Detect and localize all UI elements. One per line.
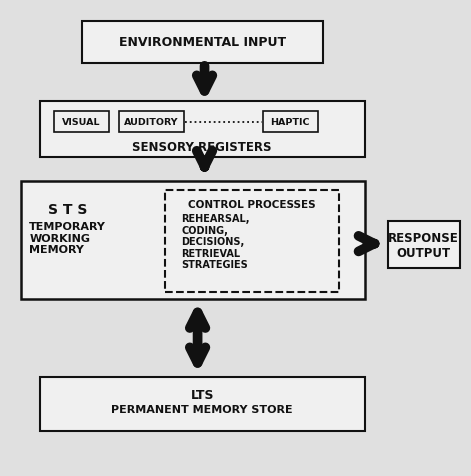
FancyBboxPatch shape	[388, 221, 460, 268]
FancyBboxPatch shape	[165, 191, 339, 292]
Text: RESPONSE
OUTPUT: RESPONSE OUTPUT	[388, 231, 459, 259]
Text: LTS: LTS	[190, 388, 214, 402]
FancyBboxPatch shape	[40, 101, 365, 158]
FancyBboxPatch shape	[119, 111, 184, 133]
Text: HAPTIC: HAPTIC	[271, 118, 310, 127]
FancyBboxPatch shape	[262, 111, 318, 133]
Text: S T S: S T S	[48, 203, 88, 217]
FancyBboxPatch shape	[81, 21, 323, 64]
Text: VISUAL: VISUAL	[62, 118, 101, 127]
Text: TEMPORARY
WORKING
MEMORY: TEMPORARY WORKING MEMORY	[29, 221, 106, 255]
FancyBboxPatch shape	[40, 377, 365, 431]
Text: PERMANENT MEMORY STORE: PERMANENT MEMORY STORE	[112, 404, 293, 414]
FancyBboxPatch shape	[54, 111, 109, 133]
Text: SENSORY REGISTERS: SENSORY REGISTERS	[132, 141, 272, 154]
Text: ENVIRONMENTAL INPUT: ENVIRONMENTAL INPUT	[119, 36, 286, 49]
Text: CONTROL PROCESSES: CONTROL PROCESSES	[188, 199, 316, 209]
FancyBboxPatch shape	[21, 181, 365, 299]
Text: REHEARSAL,
CODING,
DECISIONS,
RETRIEVAL
STRATEGIES: REHEARSAL, CODING, DECISIONS, RETRIEVAL …	[181, 214, 250, 270]
Text: AUDITORY: AUDITORY	[124, 118, 179, 127]
